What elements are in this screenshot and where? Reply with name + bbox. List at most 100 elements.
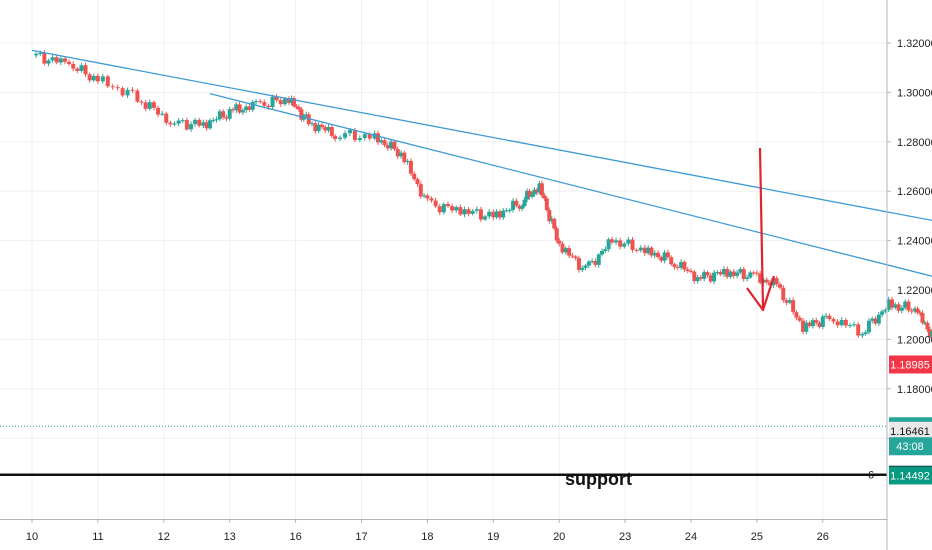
countdown-label: 43:08 — [896, 441, 924, 453]
candle-body — [883, 309, 888, 312]
candle-body — [698, 277, 703, 279]
candle-body — [197, 119, 202, 126]
price-labels: 1.189851.164841.164611.145211.1449243:08… — [868, 355, 932, 485]
candle-body — [930, 331, 932, 338]
y-tick-label: 1.24000 — [897, 236, 932, 248]
candle-body — [534, 189, 539, 193]
candle-body — [329, 127, 334, 136]
candle-body — [672, 264, 677, 268]
x-tick-label: 16 — [289, 531, 301, 543]
candle-body — [221, 111, 226, 118]
candle-body — [454, 207, 459, 211]
candle-body — [695, 277, 700, 282]
candle-body — [151, 102, 156, 108]
candle-body — [262, 102, 267, 106]
candle-body — [517, 205, 522, 209]
candle-body — [54, 57, 59, 63]
price-label-box — [889, 355, 932, 374]
candle-body — [702, 272, 707, 279]
candle-body — [494, 211, 499, 218]
candle-body — [774, 278, 779, 285]
candle-body — [458, 207, 463, 215]
candle-body — [483, 216, 488, 220]
candle-body — [230, 109, 235, 111]
candle-body — [801, 320, 806, 332]
candle-body — [425, 195, 430, 199]
candle-body — [527, 190, 532, 197]
candle-body — [415, 179, 420, 185]
trendline-1[interactable] — [31, 49, 932, 376]
support-label: support — [565, 469, 632, 489]
candle-body — [244, 106, 249, 111]
candle-body — [385, 145, 390, 149]
candle-body — [120, 88, 125, 96]
candle-body — [95, 75, 100, 82]
candle-body — [487, 211, 492, 217]
candle-body — [549, 218, 554, 222]
candle-body — [751, 272, 756, 274]
candle-body — [542, 195, 547, 199]
candle-body — [866, 320, 871, 333]
candle-body — [817, 322, 822, 327]
candle-body — [193, 119, 198, 125]
candle-body — [87, 74, 92, 81]
candle-body — [843, 319, 848, 326]
candle-body — [79, 65, 84, 71]
candle-body — [925, 322, 930, 330]
candle-body — [831, 319, 836, 322]
countdown-box — [889, 437, 932, 456]
candle-body — [433, 200, 438, 207]
x-tick-label: 26 — [817, 531, 829, 543]
candle-body — [504, 210, 509, 212]
candle-body — [735, 272, 740, 276]
candle-body — [835, 321, 840, 326]
candle-body — [537, 183, 542, 193]
candle-body — [731, 271, 736, 276]
candle-body — [201, 122, 206, 126]
trendlines[interactable] — [31, 49, 932, 476]
candle-body — [250, 101, 255, 110]
y-tick-label: 1.20000 — [897, 334, 932, 346]
candle-body — [224, 117, 229, 119]
candle-body — [847, 325, 852, 327]
candle-body — [593, 260, 598, 265]
candle-body — [692, 271, 697, 282]
x-tick-label: 10 — [26, 531, 38, 543]
candle-body — [58, 58, 63, 63]
candle-body — [343, 133, 348, 138]
candle-body — [412, 173, 417, 180]
candle-body — [679, 261, 684, 268]
candle-body — [204, 122, 209, 129]
candle-body — [282, 98, 287, 105]
candle-body — [42, 53, 47, 64]
candle-body — [787, 300, 792, 303]
candle-body — [886, 299, 891, 310]
candle-body — [184, 120, 189, 130]
candle-body — [491, 211, 496, 218]
candle-body — [586, 261, 591, 266]
candle-body — [379, 140, 384, 143]
y-tick-label: 1.26000 — [897, 186, 932, 198]
candle-body — [437, 206, 442, 213]
candle-body — [899, 307, 904, 311]
candle-body — [180, 120, 185, 122]
candle-body — [913, 308, 918, 312]
price-label: 1.16461 — [890, 426, 930, 438]
x-tick-label: 11 — [92, 531, 103, 543]
candle-body — [258, 101, 263, 103]
candle-body — [445, 204, 450, 207]
candle-body — [728, 271, 733, 277]
candle-body — [852, 324, 857, 326]
trendline-2[interactable] — [209, 93, 932, 476]
candle-body — [903, 301, 908, 308]
candle-body — [797, 317, 802, 321]
candle-body — [689, 270, 693, 272]
candle-body — [362, 134, 367, 139]
candle-body — [514, 200, 519, 206]
candle-body — [405, 160, 410, 163]
price-label: 1.14492 — [890, 470, 930, 482]
candle-body — [382, 140, 387, 146]
candle-body — [160, 113, 165, 115]
